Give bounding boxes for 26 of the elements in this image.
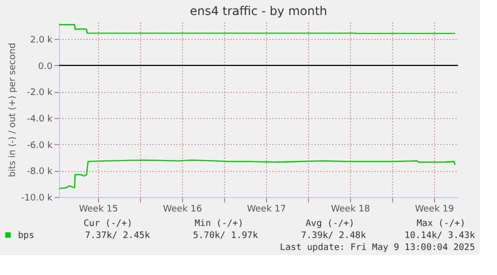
text: Cur (-/+) — [84, 219, 132, 229]
text: 7.39k/ 2.48k — [300, 231, 367, 241]
chart-title: ens4 traffic - by month — [190, 4, 328, 18]
legend-label: bps — [18, 231, 34, 241]
x-tick-label: Week 16 — [163, 204, 202, 214]
x-tick-label: Week 15 — [79, 204, 118, 214]
text: Last update: Fri May 9 13:00:04 2025 — [280, 243, 475, 253]
text: 10.14k/ 3.43k — [404, 231, 476, 241]
y-tick-label: -2.0 k — [26, 88, 54, 98]
y-tick-label: 2.0 k — [30, 36, 54, 46]
text: Min (-/+) — [194, 219, 244, 229]
text: 5.70k/ 1.97k — [192, 231, 259, 241]
text: Max (-/+) — [416, 219, 466, 229]
x-tick-label: Week 17 — [247, 204, 286, 214]
y-tick-label: -6.0 k — [26, 140, 54, 151]
x-tick-label: Week 19 — [415, 204, 454, 214]
y-tick-label: 0.0 — [38, 62, 53, 72]
text: 7.37k/ 2.45k — [84, 231, 151, 241]
line-series — [58, 160, 456, 190]
y-tick-label: -10.0 k — [21, 194, 54, 204]
y-tick-label: -4.0 k — [26, 114, 54, 125]
text: Avg (-/+) — [306, 219, 354, 229]
x-tick-label: Week 18 — [331, 204, 370, 214]
y-tick-label: -8.0 k — [26, 167, 54, 178]
y-axis-title: bits in (-) / out (+) per second — [8, 42, 18, 178]
line-series — [58, 24, 456, 34]
